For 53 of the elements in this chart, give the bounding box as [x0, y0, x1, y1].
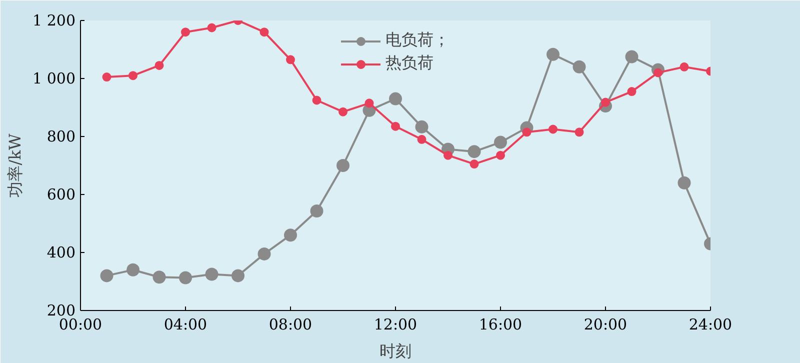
point: [102, 72, 112, 82]
point: [100, 269, 114, 282]
point: [546, 48, 560, 61]
y-tick-label: 800: [46, 128, 76, 146]
y-tick-label: 1 200: [32, 12, 76, 30]
y-tick-label: 400: [46, 244, 76, 262]
point: [496, 150, 505, 160]
y-tick-label: 600: [46, 186, 76, 204]
point: [179, 271, 192, 284]
point: [232, 269, 244, 282]
x-tick-label: 04:00: [164, 316, 208, 334]
x-tick-label: 20:00: [584, 316, 628, 334]
point: [152, 270, 166, 284]
point: [338, 107, 348, 116]
point: [310, 204, 324, 218]
point: [415, 120, 428, 134]
point: [522, 128, 532, 137]
x-tick-label: 24:00: [688, 316, 732, 334]
x-axis-title: 时刻: [380, 342, 412, 360]
point: [260, 28, 269, 37]
point: [286, 55, 295, 64]
point: [258, 247, 271, 260]
x-tick-label: 12:00: [374, 316, 418, 334]
point: [627, 87, 636, 96]
point: [364, 98, 374, 108]
point: [548, 124, 558, 134]
point: [126, 263, 140, 276]
point: [389, 92, 402, 106]
point: [494, 136, 507, 149]
point: [205, 268, 218, 281]
point: [417, 134, 426, 144]
point: [680, 62, 689, 72]
point: [572, 60, 586, 74]
point: [128, 71, 138, 80]
point: [470, 160, 479, 169]
point: [391, 122, 400, 131]
y-tick-label: 1 000: [32, 70, 76, 88]
point: [154, 60, 164, 70]
x-tick-label: 16:00: [478, 316, 522, 334]
point: [444, 150, 452, 160]
point: [574, 128, 584, 137]
point: [625, 50, 638, 64]
x-tick-label: 08:00: [268, 316, 312, 334]
point: [181, 28, 190, 37]
legend-label: 电负荷；: [386, 30, 450, 51]
point: [284, 228, 297, 242]
point: [207, 23, 216, 32]
legend-label: 热负荷: [386, 53, 434, 74]
point: [678, 176, 691, 190]
y-axis-title: 功率/kW: [6, 133, 25, 198]
point: [312, 96, 322, 105]
point: [336, 159, 350, 172]
point: [468, 145, 481, 158]
